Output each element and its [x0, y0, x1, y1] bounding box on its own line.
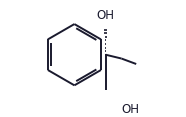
Text: OH: OH: [97, 9, 115, 22]
Text: OH: OH: [121, 103, 140, 116]
